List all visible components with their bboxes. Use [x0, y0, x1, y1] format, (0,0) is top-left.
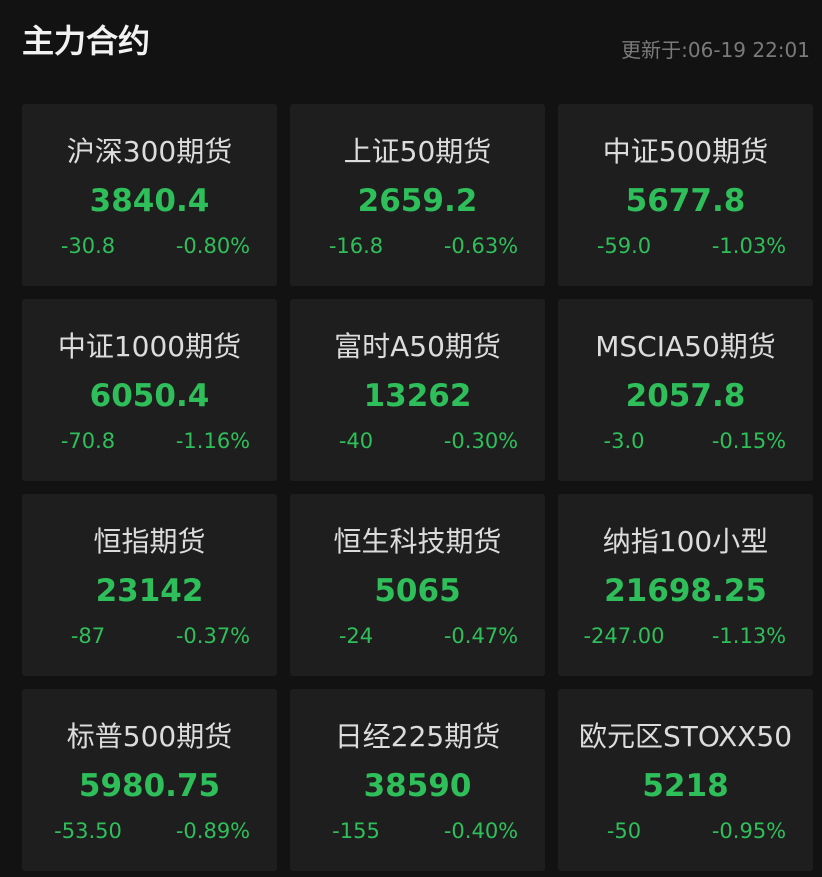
price-change: -70.8 — [60, 429, 116, 453]
contract-price: 3840.4 — [89, 183, 210, 219]
percent-change: -0.80% — [175, 234, 251, 258]
contract-name: MSCIA50期货 — [595, 330, 776, 363]
percent-change: -0.37% — [175, 624, 251, 648]
contract-card[interactable]: 中证1000期货 6050.4 -70.8 -1.16% — [22, 299, 277, 481]
card-grid: 沪深300期货 3840.4 -30.8 -0.80% 上证50期货 2659.2 -16.… — [22, 104, 813, 871]
price-change: -155 — [332, 819, 380, 843]
percent-change: -0.47% — [443, 624, 519, 648]
price-change: -24 — [338, 624, 374, 648]
price-change: -247.00 — [583, 624, 665, 648]
contract-name: 上证50期货 — [343, 135, 492, 168]
contract-card[interactable]: 中证500期货 5677.8 -59.0 -1.03% — [558, 104, 813, 286]
contract-card[interactable]: 上证50期货 2659.2 -16.8 -0.63% — [290, 104, 545, 286]
percent-change: -1.16% — [175, 429, 251, 453]
contract-price: 5218 — [642, 768, 729, 804]
percent-change: -0.89% — [175, 819, 251, 843]
contract-name: 中证1000期货 — [57, 330, 242, 363]
contract-name: 沪深300期货 — [66, 135, 233, 168]
contract-name: 恒指期货 — [93, 525, 206, 558]
contract-card[interactable]: 欧元区STOXX50 5218 -50 -0.95% — [558, 689, 813, 871]
price-change: -16.8 — [328, 234, 384, 258]
contract-name: 富时A50期货 — [334, 330, 501, 363]
contract-price: 6050.4 — [89, 378, 210, 414]
price-change: -59.0 — [596, 234, 652, 258]
contract-name: 中证500期货 — [602, 135, 769, 168]
price-change: -53.50 — [54, 819, 122, 843]
contract-card[interactable]: 日经225期货 38590 -155 -0.40% — [290, 689, 545, 871]
update-time: 更新于:06-19 22:01 — [621, 38, 810, 62]
contract-name: 纳指100小型 — [602, 525, 769, 558]
price-change: -30.8 — [60, 234, 116, 258]
percent-change: -0.15% — [711, 429, 787, 453]
price-change: -3.0 — [603, 429, 645, 453]
contract-name: 标普500期货 — [66, 720, 233, 753]
contract-card[interactable]: 恒生科技期货 5065 -24 -0.47% — [290, 494, 545, 676]
contract-name: 日经225期货 — [334, 720, 501, 753]
percent-change: -0.40% — [443, 819, 519, 843]
contract-card[interactable]: 富时A50期货 13262 -40 -0.30% — [290, 299, 545, 481]
contract-name: 欧元区STOXX50 — [578, 720, 793, 753]
contract-price: 2057.8 — [625, 378, 746, 414]
price-change: -50 — [606, 819, 642, 843]
percent-change: -0.30% — [443, 429, 519, 453]
contract-price: 5677.8 — [625, 183, 746, 219]
percent-change: -1.13% — [711, 624, 787, 648]
contract-card[interactable]: 恒指期货 23142 -87 -0.37% — [22, 494, 277, 676]
contract-price: 5980.75 — [78, 768, 221, 804]
contract-card[interactable]: 沪深300期货 3840.4 -30.8 -0.80% — [22, 104, 277, 286]
price-change: -87 — [70, 624, 106, 648]
contract-name: 恒生科技期货 — [333, 525, 502, 558]
percent-change: -0.95% — [711, 819, 787, 843]
percent-change: -0.63% — [443, 234, 519, 258]
contract-card[interactable]: 纳指100小型 21698.25 -247.00 -1.13% — [558, 494, 813, 676]
contract-card[interactable]: 标普500期货 5980.75 -53.50 -0.89% — [22, 689, 277, 871]
contract-price: 23142 — [95, 573, 204, 609]
contract-price: 5065 — [374, 573, 461, 609]
contract-price: 13262 — [363, 378, 472, 414]
price-change: -40 — [338, 429, 374, 453]
percent-change: -1.03% — [711, 234, 787, 258]
page-title: 主力合约 — [22, 22, 151, 60]
contract-card[interactable]: MSCIA50期货 2057.8 -3.0 -0.15% — [558, 299, 813, 481]
contract-price: 21698.25 — [604, 573, 767, 609]
contract-price: 2659.2 — [357, 183, 478, 219]
contract-price: 38590 — [363, 768, 472, 804]
